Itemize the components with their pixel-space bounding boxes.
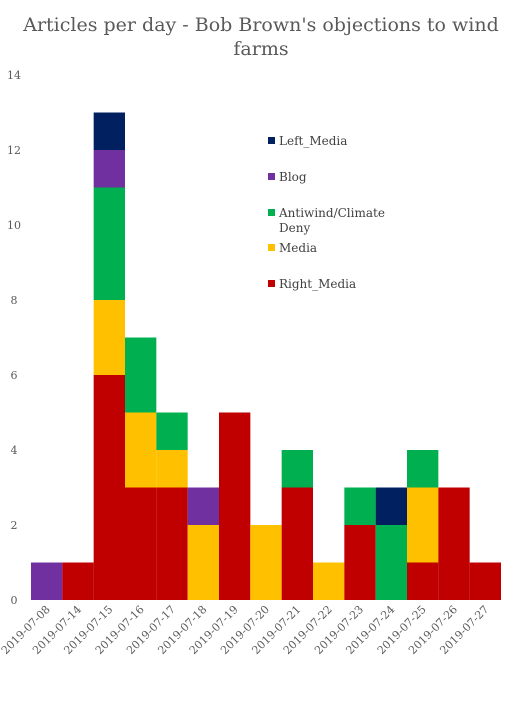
bars xyxy=(31,112,501,600)
bar-segment-right-media xyxy=(344,525,376,600)
bar-segment-right-media xyxy=(93,375,125,600)
y-tick-label: 14 xyxy=(7,69,21,82)
legend-label-antiwind-climate-deny: Deny xyxy=(279,221,310,235)
legend-label-right-media: Right_Media xyxy=(279,277,356,291)
bar-segment-media xyxy=(313,562,345,600)
bar-segment-antiwind-climate-deny xyxy=(375,525,407,600)
y-tick-label: 2 xyxy=(11,519,18,532)
bar-segment-right-media xyxy=(156,487,188,600)
chart-title-line-1: Articles per day - Bob Brown's objection… xyxy=(22,14,499,36)
bar-segment-antiwind-climate-deny xyxy=(281,450,313,488)
bar-segment-blog xyxy=(187,487,219,525)
legend-label-media: Media xyxy=(279,241,317,255)
bar-segment-blog xyxy=(31,562,63,600)
bar-segment-antiwind-climate-deny xyxy=(125,337,157,413)
bar-segment-right-media xyxy=(125,487,157,600)
y-tick-label: 0 xyxy=(11,594,18,607)
legend-swatch-blog xyxy=(268,173,275,180)
bar-segment-right-media xyxy=(438,487,470,600)
bar-segment-right-media xyxy=(469,562,501,600)
bar-segment-antiwind-climate-deny xyxy=(344,487,376,525)
y-tick-label: 10 xyxy=(7,219,21,232)
bar-segment-right-media xyxy=(219,412,251,600)
legend-swatch-left-media xyxy=(268,137,275,144)
y-axis: 0 2 4 6 8 10 12 14 xyxy=(7,69,21,607)
bar-segment-left-media xyxy=(93,112,125,150)
bar-segment-antiwind-climate-deny xyxy=(407,450,439,488)
y-tick-label: 8 xyxy=(11,294,18,307)
legend-swatch-right-media xyxy=(268,280,275,287)
y-tick-label: 6 xyxy=(11,369,18,382)
y-tick-label: 4 xyxy=(11,444,18,457)
bar-segment-right-media xyxy=(62,562,94,600)
bar-segment-media xyxy=(125,412,157,488)
legend-swatch-media xyxy=(268,244,275,251)
bar-segment-media xyxy=(250,525,282,600)
bar-segment-media xyxy=(407,487,439,563)
bar-segment-left-media xyxy=(375,487,407,525)
legend-label-blog: Blog xyxy=(279,170,307,184)
bar-segment-right-media xyxy=(281,487,313,600)
bar-segment-media xyxy=(156,450,188,488)
x-axis: 2019-07-082019-07-142019-07-152019-07-16… xyxy=(0,603,491,657)
legend-swatch-antiwind-climate-deny xyxy=(268,209,275,216)
bar-segment-right-media xyxy=(407,562,439,600)
y-tick-label: 12 xyxy=(7,144,21,157)
bar-segment-antiwind-climate-deny xyxy=(93,187,125,300)
bar-segment-media xyxy=(187,525,219,600)
bar-segment-antiwind-climate-deny xyxy=(156,412,188,450)
bar-segment-media xyxy=(93,300,125,375)
legend-label-left-media: Left_Media xyxy=(279,134,347,148)
bar-segment-blog xyxy=(93,150,125,188)
chart-title-line-2: farms xyxy=(233,38,288,60)
legend-label-antiwind-climate-deny: Antiwind/Climate xyxy=(278,206,385,220)
